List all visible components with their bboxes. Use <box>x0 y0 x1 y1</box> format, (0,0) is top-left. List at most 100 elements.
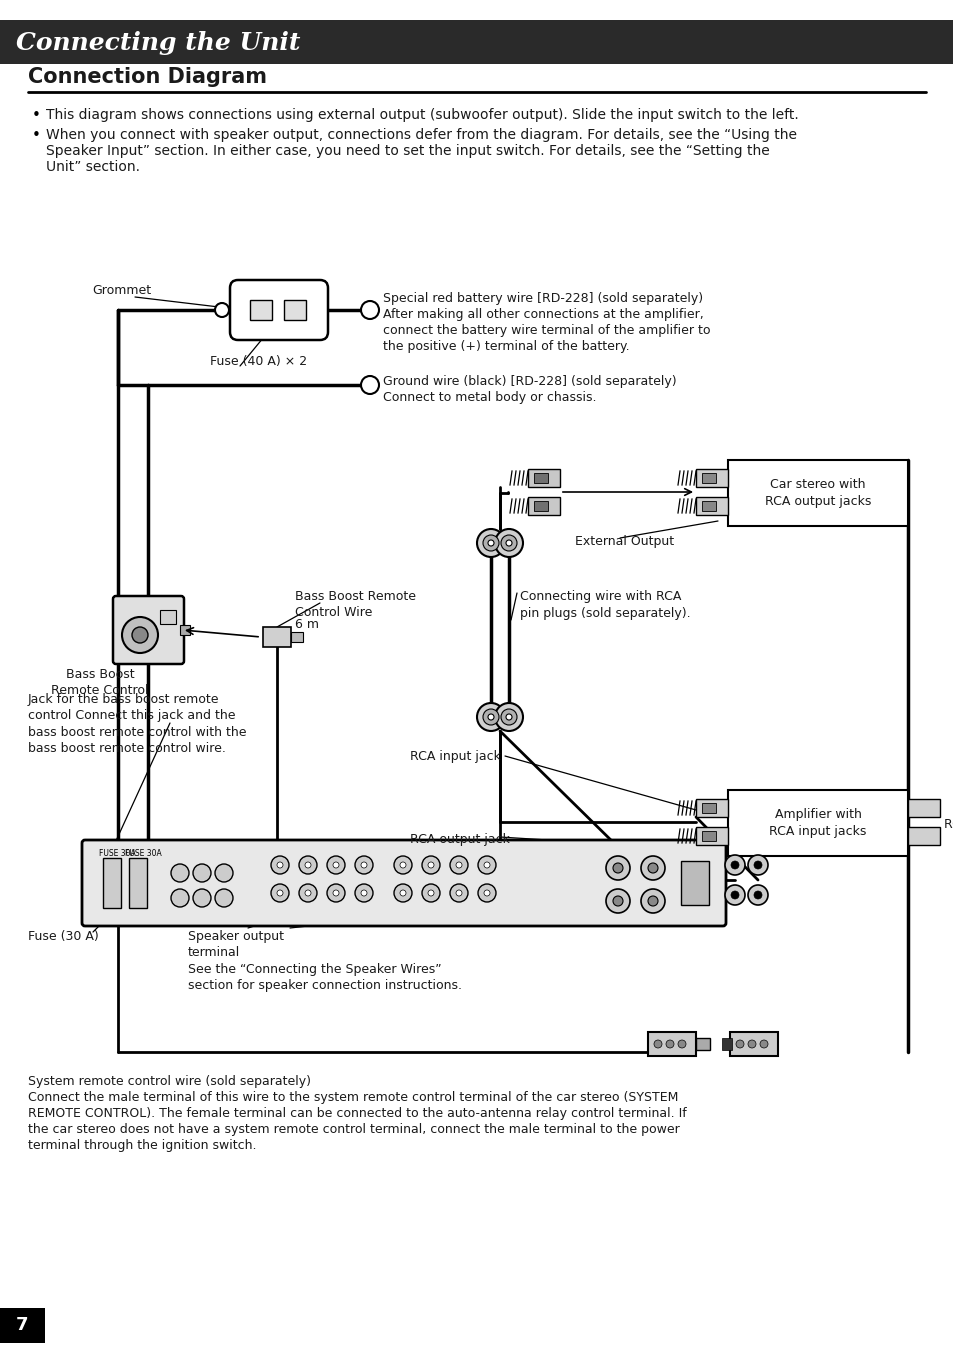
Text: terminal through the ignition switch.: terminal through the ignition switch. <box>28 1140 256 1152</box>
Bar <box>727 790 907 856</box>
Circle shape <box>505 541 512 546</box>
Text: This diagram shows connections using external output (subwoofer output). Slide t: This diagram shows connections using ext… <box>46 108 798 122</box>
Text: RCA input jack: RCA input jack <box>410 751 500 763</box>
Bar <box>680 860 708 905</box>
Circle shape <box>360 375 378 394</box>
Text: Grommet: Grommet <box>91 285 151 297</box>
Text: Unit” section.: Unit” section. <box>46 160 140 173</box>
Circle shape <box>747 885 767 905</box>
Circle shape <box>214 889 233 906</box>
Text: Special red battery wire [RD-228] (sold separately): Special red battery wire [RD-228] (sold … <box>382 291 702 305</box>
Circle shape <box>193 864 211 882</box>
Circle shape <box>271 856 289 874</box>
Text: Bass Boost Remote
Control Wire: Bass Boost Remote Control Wire <box>294 589 416 619</box>
Circle shape <box>276 890 283 896</box>
Bar <box>180 625 190 635</box>
Circle shape <box>394 856 412 874</box>
Text: 7: 7 <box>16 1316 29 1335</box>
FancyBboxPatch shape <box>112 596 184 664</box>
Circle shape <box>399 890 406 896</box>
Circle shape <box>450 856 468 874</box>
Bar <box>527 469 559 486</box>
Circle shape <box>355 856 373 874</box>
Circle shape <box>171 864 189 882</box>
Circle shape <box>488 714 494 720</box>
Text: System remote control wire (sold separately): System remote control wire (sold separat… <box>28 1075 311 1088</box>
Bar <box>527 497 559 515</box>
Bar <box>291 631 303 642</box>
Text: Connecting wire with RCA
pin plugs (sold separately).: Connecting wire with RCA pin plugs (sold… <box>519 589 690 619</box>
Bar <box>721 1038 731 1050</box>
Circle shape <box>456 890 461 896</box>
Text: External Output: External Output <box>575 535 674 547</box>
Circle shape <box>613 863 622 873</box>
Text: RCA output jack: RCA output jack <box>410 833 509 846</box>
Text: Ground wire (black) [RD-228] (sold separately): Ground wire (black) [RD-228] (sold separ… <box>382 375 676 388</box>
Text: Speaker Input” section. In either case, you need to set the input switch. For de: Speaker Input” section. In either case, … <box>46 144 769 159</box>
Circle shape <box>500 535 517 551</box>
Circle shape <box>456 862 461 869</box>
Bar <box>907 827 939 846</box>
Text: Car stereo with
RCA output jacks: Car stereo with RCA output jacks <box>764 478 870 508</box>
Text: FUSE 30A: FUSE 30A <box>99 850 135 858</box>
Circle shape <box>333 890 338 896</box>
Circle shape <box>355 883 373 902</box>
Circle shape <box>753 860 761 869</box>
Text: Connect the male terminal of this wire to the system remote control terminal of : Connect the male terminal of this wire t… <box>28 1091 678 1104</box>
Circle shape <box>305 890 311 896</box>
Bar <box>701 473 716 482</box>
Bar <box>160 610 175 625</box>
Circle shape <box>477 856 496 874</box>
Bar <box>250 299 272 320</box>
Circle shape <box>495 528 522 557</box>
Circle shape <box>428 862 434 869</box>
Circle shape <box>753 892 761 898</box>
Circle shape <box>747 855 767 875</box>
Circle shape <box>171 889 189 906</box>
Circle shape <box>399 862 406 869</box>
Circle shape <box>735 1041 743 1047</box>
Bar <box>701 831 716 841</box>
Text: Speaker output
terminal
See the “Connecting the Speaker Wires”
section for speak: Speaker output terminal See the “Connect… <box>188 930 461 992</box>
Text: Connecting the Unit: Connecting the Unit <box>16 31 300 56</box>
Circle shape <box>488 541 494 546</box>
Circle shape <box>271 883 289 902</box>
Circle shape <box>394 883 412 902</box>
Text: REMOTE CONTROL). The female terminal can be connected to the auto-antenna relay : REMOTE CONTROL). The female terminal can… <box>28 1107 686 1121</box>
Circle shape <box>665 1041 673 1047</box>
Text: FUSE 30A: FUSE 30A <box>125 850 162 858</box>
Circle shape <box>730 892 739 898</box>
Bar <box>701 804 716 813</box>
Bar <box>284 299 306 320</box>
Circle shape <box>724 855 744 875</box>
Circle shape <box>760 1041 767 1047</box>
Circle shape <box>298 856 316 874</box>
Bar <box>729 1033 778 1056</box>
Circle shape <box>421 883 439 902</box>
Circle shape <box>477 883 496 902</box>
Text: connect the battery wire terminal of the amplifier to: connect the battery wire terminal of the… <box>382 324 710 337</box>
Text: •: • <box>32 127 41 144</box>
Circle shape <box>483 890 490 896</box>
Circle shape <box>132 627 148 644</box>
Circle shape <box>678 1041 685 1047</box>
Text: the positive (+) terminal of the battery.: the positive (+) terminal of the battery… <box>382 340 629 354</box>
Circle shape <box>647 863 658 873</box>
Text: Fuse (40 A) × 2: Fuse (40 A) × 2 <box>210 355 307 369</box>
Circle shape <box>298 883 316 902</box>
Bar <box>696 1038 709 1050</box>
Circle shape <box>640 856 664 879</box>
Circle shape <box>647 896 658 906</box>
Circle shape <box>482 535 498 551</box>
Text: When you connect with speaker output, connections defer from the diagram. For de: When you connect with speaker output, co… <box>46 127 796 142</box>
Bar <box>701 501 716 511</box>
Text: Bass Boost
Remote Control: Bass Boost Remote Control <box>51 668 149 698</box>
Circle shape <box>327 856 345 874</box>
Text: Jack for the bass boost remote
control Connect this jack and the
bass boost remo: Jack for the bass boost remote control C… <box>28 692 246 756</box>
Circle shape <box>730 860 739 869</box>
Bar <box>0 20 953 64</box>
Circle shape <box>276 862 283 869</box>
Text: 6 m: 6 m <box>294 618 318 631</box>
Text: Connection Diagram: Connection Diagram <box>28 66 267 87</box>
Bar <box>129 858 147 908</box>
